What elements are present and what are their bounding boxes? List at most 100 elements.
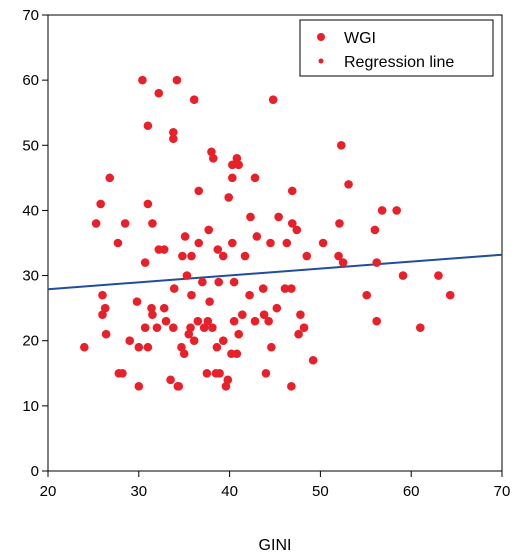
axis-ticks: 0 10 20 30 40 50 60 70 20 30 40 50 60 70	[22, 7, 510, 500]
data-point	[228, 238, 237, 248]
data-point	[134, 342, 144, 352]
y-tick-label: 60	[22, 72, 39, 89]
data-point	[120, 219, 130, 228]
data-point	[214, 277, 224, 287]
data-point	[101, 329, 111, 339]
y-tick-label: 20	[22, 333, 39, 350]
data-point	[169, 323, 178, 332]
data-point	[207, 147, 216, 157]
data-point	[134, 382, 144, 391]
data-point	[294, 329, 303, 339]
data-point	[302, 251, 312, 261]
data-point	[218, 336, 228, 346]
data-point	[118, 368, 127, 378]
data-point	[287, 186, 297, 196]
data-point	[377, 206, 387, 215]
x-tick-label: 30	[130, 483, 147, 500]
data-point	[208, 323, 217, 332]
data-point	[232, 349, 242, 359]
data-point	[143, 342, 153, 352]
data-point	[299, 323, 309, 332]
data-point	[180, 232, 190, 241]
data-point	[362, 290, 372, 300]
data-point	[234, 160, 243, 170]
data-point	[229, 316, 239, 326]
data-point	[267, 342, 276, 352]
data-point	[187, 290, 196, 300]
data-point	[113, 238, 123, 248]
data-point	[204, 225, 214, 235]
data-point	[250, 316, 260, 326]
data-point	[234, 329, 243, 339]
data-point	[221, 382, 231, 391]
data-point	[213, 245, 223, 254]
data-point	[143, 199, 153, 209]
data-point	[287, 219, 297, 228]
data-point	[194, 186, 204, 196]
data-point	[246, 212, 255, 222]
data-point	[169, 284, 179, 293]
data-point	[245, 290, 254, 300]
data-point	[203, 316, 213, 326]
legend-label-wgi: WGI	[344, 30, 376, 47]
data-point	[264, 316, 273, 326]
y-tick-label: 30	[22, 268, 39, 285]
data-point	[336, 140, 346, 150]
data-point	[208, 154, 218, 163]
data-point	[166, 375, 175, 385]
data-point	[177, 342, 186, 352]
data-point	[287, 284, 296, 293]
data-point	[179, 349, 189, 359]
data-point	[98, 310, 107, 319]
legend-marker-regression	[318, 58, 324, 64]
data-point	[186, 323, 195, 332]
data-point	[280, 284, 290, 293]
legend-box	[299, 19, 494, 77]
data-point	[372, 316, 381, 326]
data-point	[282, 238, 292, 248]
data-point	[335, 219, 344, 228]
data-point	[296, 310, 305, 319]
data-point	[392, 206, 401, 215]
y-tick-label: 70	[22, 7, 39, 24]
data-point	[193, 316, 203, 326]
data-point	[105, 173, 115, 183]
data-point	[91, 219, 101, 228]
plot-frame	[47, 14, 503, 472]
data-point	[147, 303, 156, 313]
data-point	[292, 225, 302, 235]
points-layer	[80, 75, 455, 391]
data-point	[415, 323, 425, 332]
y-tick-label: 0	[31, 463, 39, 480]
data-point	[205, 297, 214, 306]
data-point	[287, 382, 296, 391]
data-point	[218, 251, 228, 261]
data-point	[372, 258, 381, 267]
data-point	[338, 258, 348, 267]
data-point	[202, 368, 212, 378]
data-point	[434, 271, 443, 280]
data-point	[232, 154, 242, 163]
data-point	[148, 219, 157, 228]
x-tick-label: 60	[403, 483, 420, 500]
data-point	[228, 173, 237, 183]
data-point	[148, 310, 157, 319]
regression-line	[47, 253, 503, 291]
data-point	[96, 199, 105, 209]
data-point	[169, 134, 178, 144]
data-point	[187, 251, 196, 261]
data-point	[224, 193, 233, 202]
data-point	[445, 290, 455, 300]
x-tick-label: 20	[40, 483, 57, 500]
data-point	[308, 355, 318, 365]
data-point	[318, 238, 328, 248]
legend-marker-wgi	[317, 33, 325, 41]
data-point	[132, 297, 142, 306]
data-point	[199, 323, 209, 332]
x-tick-label: 40	[221, 483, 238, 500]
data-point	[334, 251, 343, 261]
data-point	[100, 303, 110, 313]
data-point	[140, 258, 150, 267]
legend-label-regression: Regression line	[344, 54, 454, 71]
data-point	[189, 95, 199, 104]
